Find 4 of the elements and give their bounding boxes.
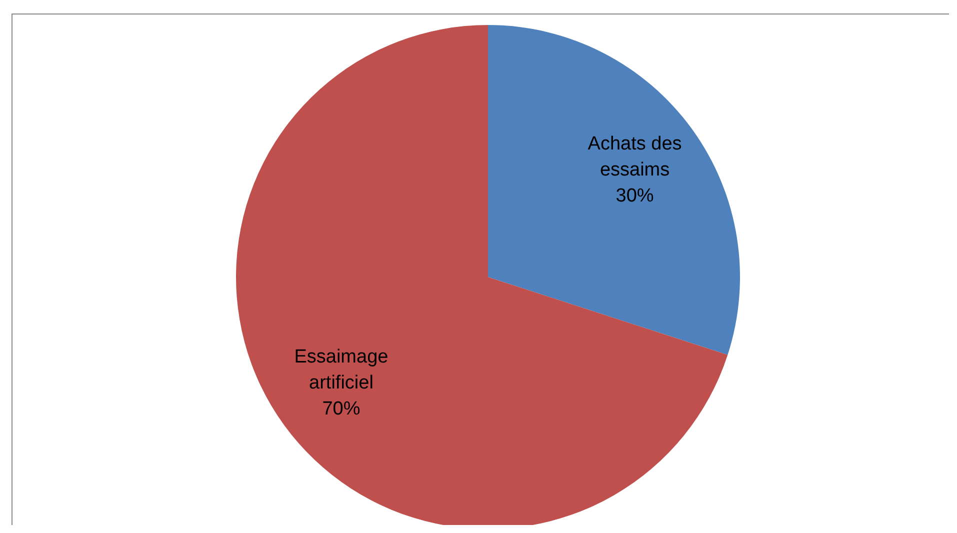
slice-label: Essaimage artificiel (294, 346, 388, 394)
slice-label: Achats des essaims (588, 133, 682, 180)
data-label: 70% (322, 398, 360, 420)
data-label: 30% (616, 185, 654, 206)
